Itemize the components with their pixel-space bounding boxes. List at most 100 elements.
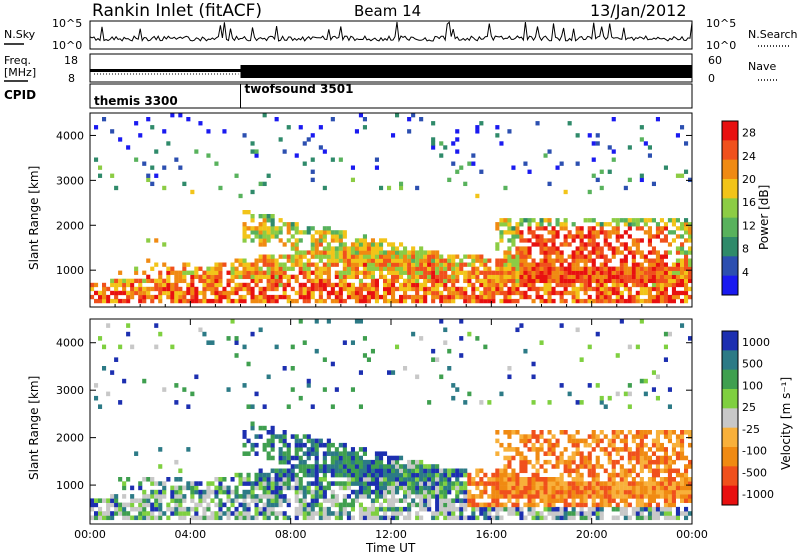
heatmap-cell xyxy=(102,498,107,503)
heatmap-cell xyxy=(427,494,432,499)
heatmap-cell xyxy=(362,464,367,469)
heatmap-cell xyxy=(262,447,267,452)
heatmap-cell xyxy=(354,246,359,251)
heatmap-cell xyxy=(615,459,620,465)
heatmap-cell xyxy=(495,472,500,478)
heatmap-cell xyxy=(523,238,528,243)
heatmap-cell xyxy=(403,282,408,288)
heatmap-cell xyxy=(639,430,644,435)
heatmap-cell xyxy=(110,515,115,521)
heatmap-cell xyxy=(182,485,187,491)
heatmap-cell xyxy=(423,270,428,275)
heatmap-cell xyxy=(667,477,672,482)
heatmap-cell xyxy=(210,290,215,296)
heatmap-cell xyxy=(407,506,412,512)
heatmap-cell xyxy=(575,481,580,486)
heatmap-cell xyxy=(547,298,552,304)
heatmap-cell xyxy=(198,481,203,486)
heatmap-cell xyxy=(302,340,307,345)
heatmap-cell xyxy=(354,451,359,456)
heatmap-cell xyxy=(350,506,355,512)
heatmap-cell xyxy=(118,137,123,142)
heatmap-cell xyxy=(684,494,689,499)
heatmap-cell xyxy=(266,374,271,380)
heatmap-cell xyxy=(615,246,620,251)
heatmap-cell xyxy=(587,218,592,223)
colorbar-swatch xyxy=(722,256,738,277)
heatmap-cell xyxy=(503,464,508,469)
heatmap-cell xyxy=(399,185,404,191)
heatmap-cell xyxy=(290,472,295,478)
heatmap-cell xyxy=(250,481,255,486)
heatmap-cell xyxy=(463,489,468,495)
heatmap-cell xyxy=(607,477,612,482)
heatmap-cell xyxy=(338,472,343,478)
heatmap-cell xyxy=(603,404,608,409)
heatmap-cell xyxy=(551,246,556,251)
heatmap-cell xyxy=(254,294,259,300)
heatmap-cell xyxy=(270,498,275,503)
heatmap-cell xyxy=(643,494,648,499)
heatmap-cell xyxy=(439,374,444,380)
heatmap-cell xyxy=(603,434,608,439)
heatmap-cell xyxy=(651,451,656,456)
heatmap-cell xyxy=(387,468,392,474)
heatmap-cell xyxy=(511,278,516,284)
heatmap-cell xyxy=(110,502,115,508)
heatmap-cell xyxy=(455,149,460,154)
heatmap-cell xyxy=(607,242,612,247)
heatmap-cell xyxy=(643,481,648,486)
heatmap-cell xyxy=(134,266,139,271)
heatmap-cell xyxy=(615,298,620,304)
heatmap-cell xyxy=(680,472,685,478)
heatmap-cell xyxy=(415,258,420,263)
heatmap-cell xyxy=(362,494,367,499)
heatmap-cell xyxy=(647,502,652,508)
heatmap-cell xyxy=(451,498,456,503)
heatmap-cell xyxy=(362,282,367,288)
heatmap-cell xyxy=(615,274,620,280)
heatmap-cell xyxy=(571,290,576,296)
heatmap-cell xyxy=(234,274,239,280)
heatmap-cell xyxy=(254,502,259,508)
heatmap-cell xyxy=(242,477,247,482)
heatmap-cell xyxy=(615,430,620,435)
heatmap-cell xyxy=(362,485,367,491)
heatmap-cell xyxy=(234,498,239,503)
heatmap-cell xyxy=(659,298,664,304)
heatmap-cell xyxy=(146,515,151,521)
heatmap-cell xyxy=(571,506,576,512)
heatmap-cell xyxy=(527,226,532,231)
heatmap-cell xyxy=(671,494,676,499)
heatmap-cell xyxy=(250,141,255,146)
heatmap-cell xyxy=(218,262,223,267)
heatmap-cell xyxy=(491,294,496,300)
heatmap-cell xyxy=(595,383,600,388)
heatmap-cell xyxy=(507,226,512,231)
heatmap-cell xyxy=(258,290,263,296)
heatmap-cell xyxy=(647,234,652,239)
heatmap-cell xyxy=(254,391,259,397)
heatmap-cell xyxy=(607,286,612,292)
heatmap-cell xyxy=(535,270,540,275)
heatmap-cell xyxy=(354,455,359,461)
heatmap-cell xyxy=(503,472,508,478)
heatmap-cell xyxy=(370,250,375,255)
heatmap-cell xyxy=(595,290,600,296)
heatmap-cell xyxy=(479,258,484,263)
heatmap-cell xyxy=(379,455,384,461)
heatmap-cell xyxy=(322,451,327,456)
heatmap-cell xyxy=(338,254,343,259)
heatmap-cell xyxy=(599,270,604,275)
heatmap-cell xyxy=(643,434,648,439)
heatmap-cell xyxy=(419,270,424,275)
heatmap-cell xyxy=(667,498,672,503)
heatmap-cell xyxy=(419,117,424,122)
heatmap-cell xyxy=(631,238,636,243)
heatmap-cell xyxy=(435,468,440,474)
heatmap-cell xyxy=(286,447,291,452)
heatmap-cell xyxy=(579,511,584,516)
heatmap-cell xyxy=(688,222,693,227)
heatmap-cell xyxy=(575,464,580,469)
heatmap-cell xyxy=(242,506,247,512)
